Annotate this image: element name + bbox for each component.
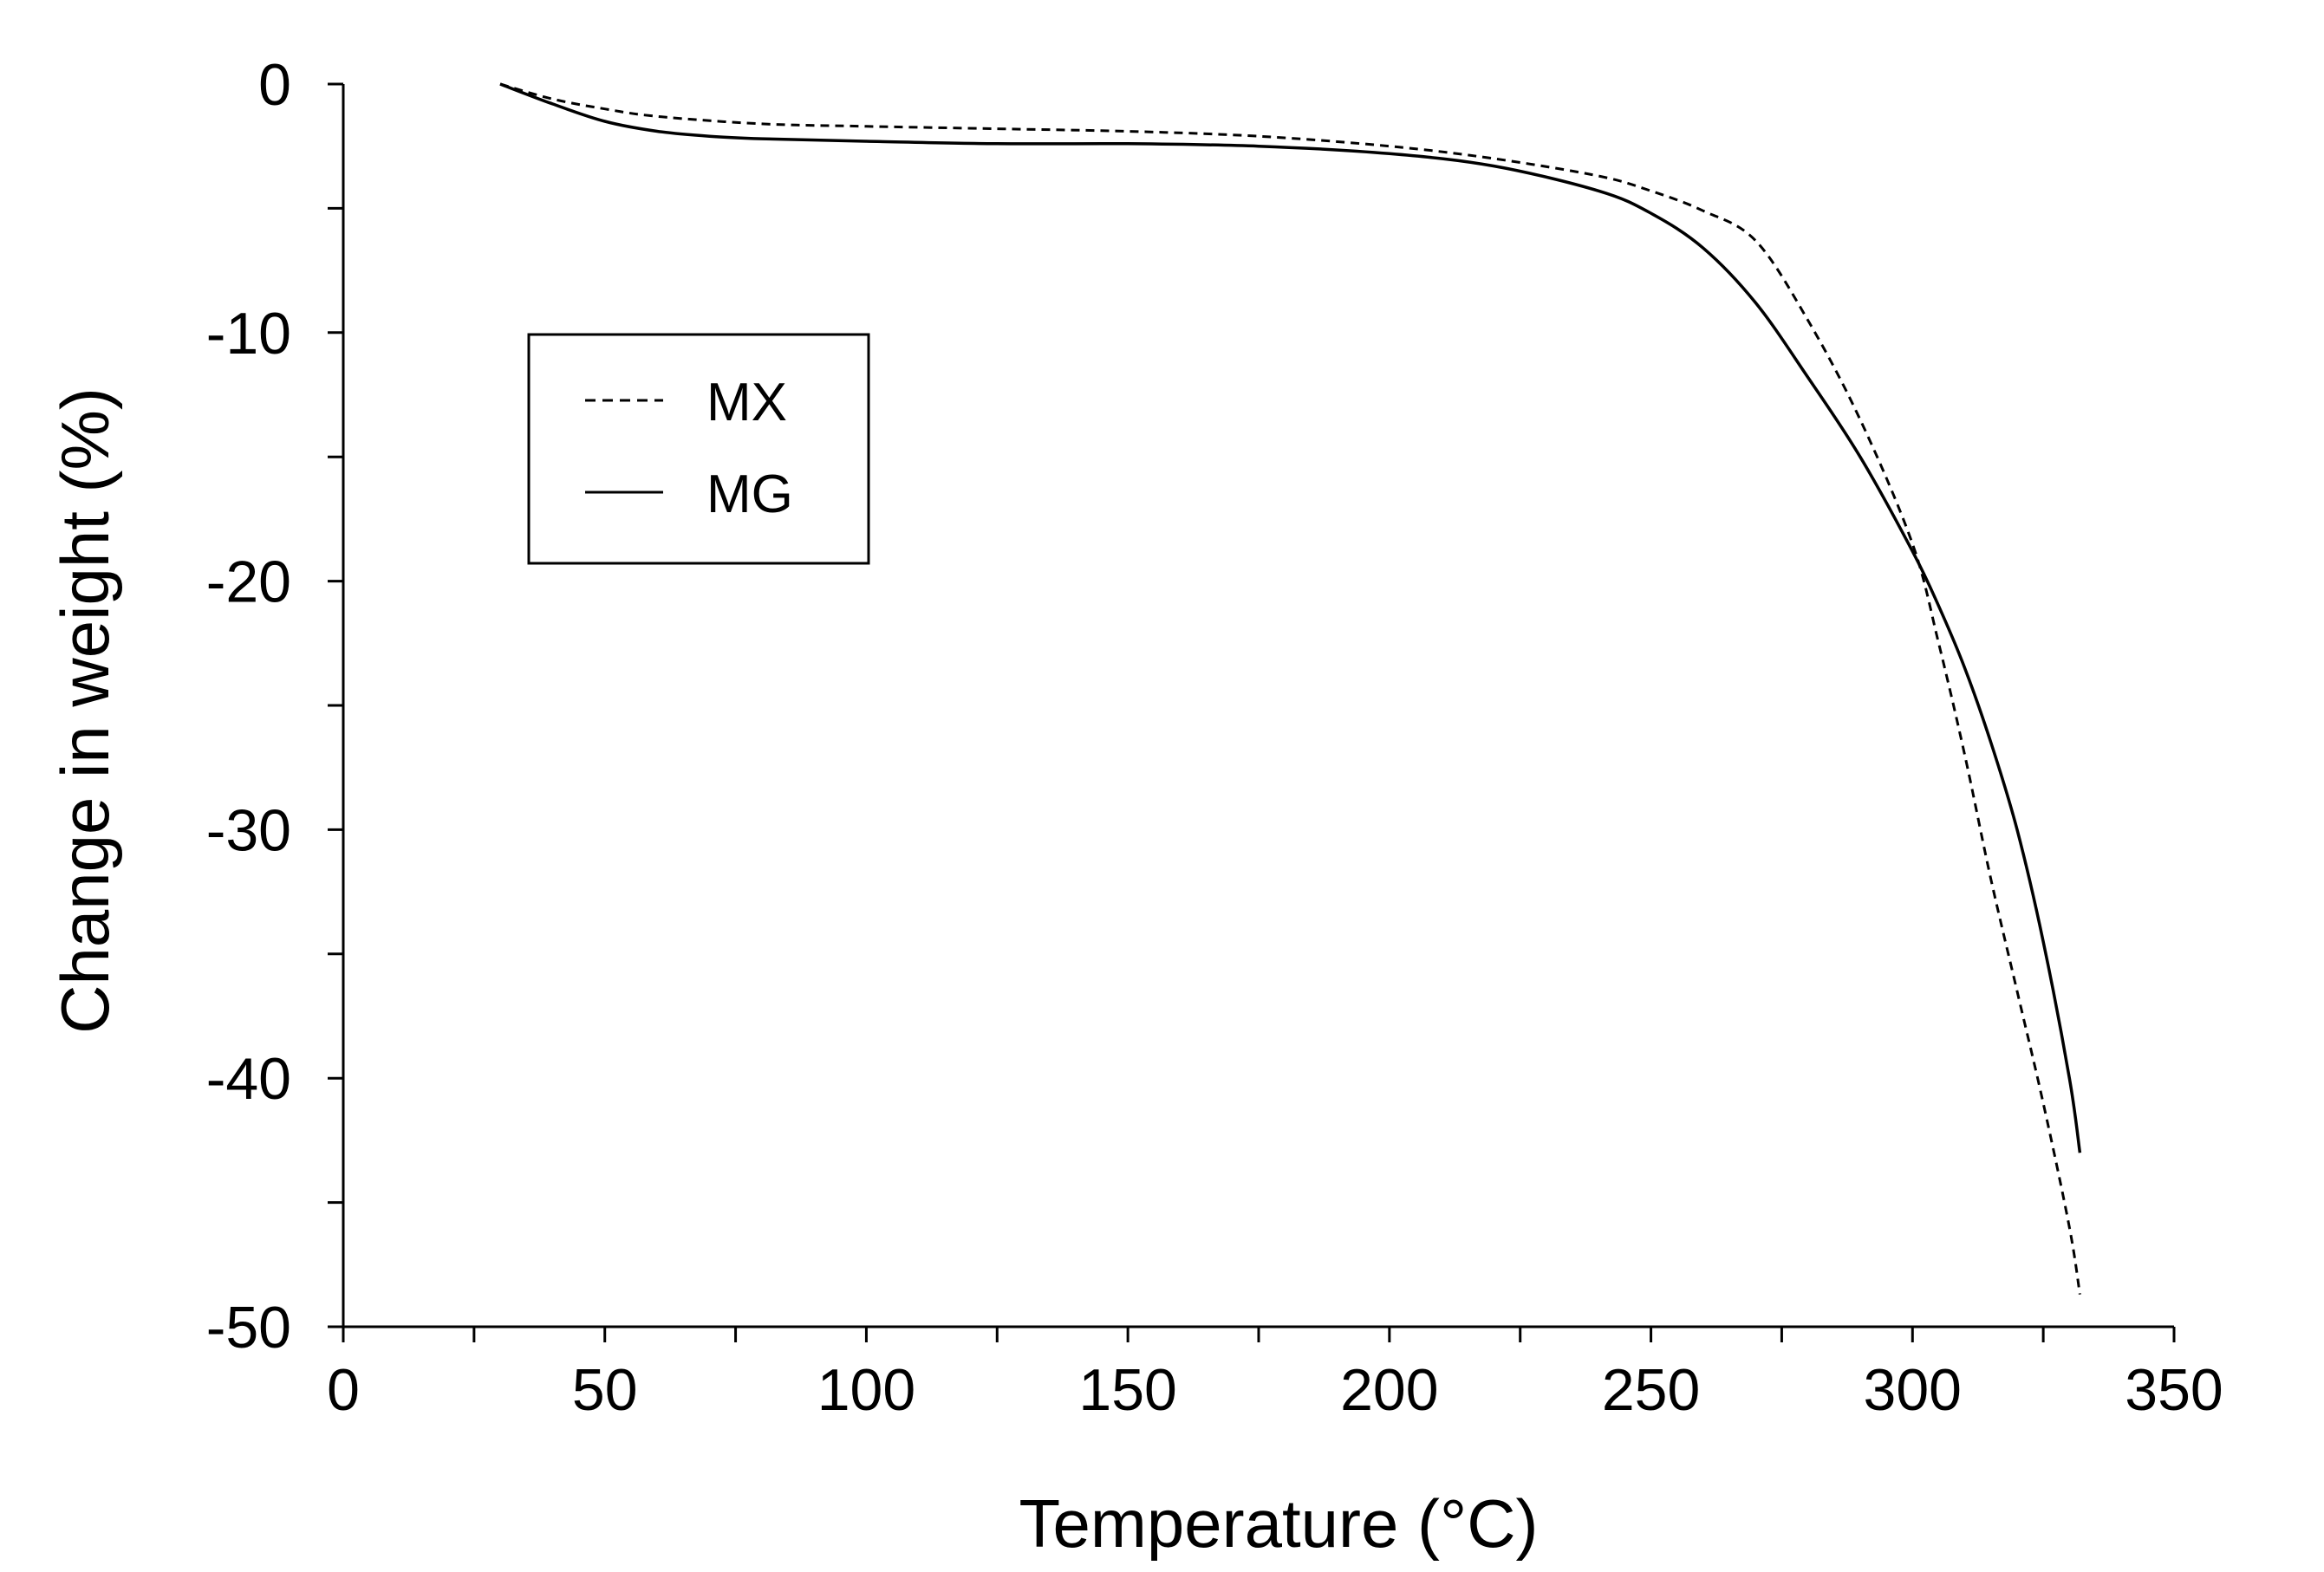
y-tick-label: -40	[206, 1046, 291, 1112]
legend-label-mg: MG	[706, 464, 793, 524]
x-tick-label: 50	[572, 1357, 638, 1423]
series-line-mx	[499, 82, 2081, 1295]
x-tick-label: 350	[2125, 1357, 2223, 1423]
tick-labels: 0 50 100 150 200 250 300 350 0 -10 -20 -30 -40 -50	[206, 52, 2223, 1423]
y-tick-label: 0	[258, 52, 291, 118]
legend-label-mx: MX	[706, 373, 787, 432]
x-tick-label: 250	[1602, 1357, 1700, 1423]
x-tick-label: 150	[1078, 1357, 1176, 1423]
y-tick-label: -10	[206, 301, 291, 367]
y-tick-label: -30	[206, 797, 291, 863]
x-tick-label: 100	[817, 1357, 915, 1423]
legend: MX MG	[527, 333, 870, 565]
y-axis-title: Change in weight (%)	[47, 387, 123, 1034]
ticks	[328, 82, 2176, 1342]
legend-box	[527, 333, 870, 565]
series-layer	[499, 82, 2082, 1295]
x-tick-label: 200	[1340, 1357, 1438, 1423]
axes	[342, 84, 2174, 1328]
y-tick-label: -50	[206, 1295, 291, 1361]
y-tick-label: -20	[206, 549, 291, 615]
x-axis-title: Temperature (°C)	[1019, 1485, 1538, 1562]
x-tick-label: 300	[1864, 1357, 1962, 1423]
series-line-mg	[499, 82, 2082, 1153]
x-tick-label: 0	[327, 1357, 360, 1423]
